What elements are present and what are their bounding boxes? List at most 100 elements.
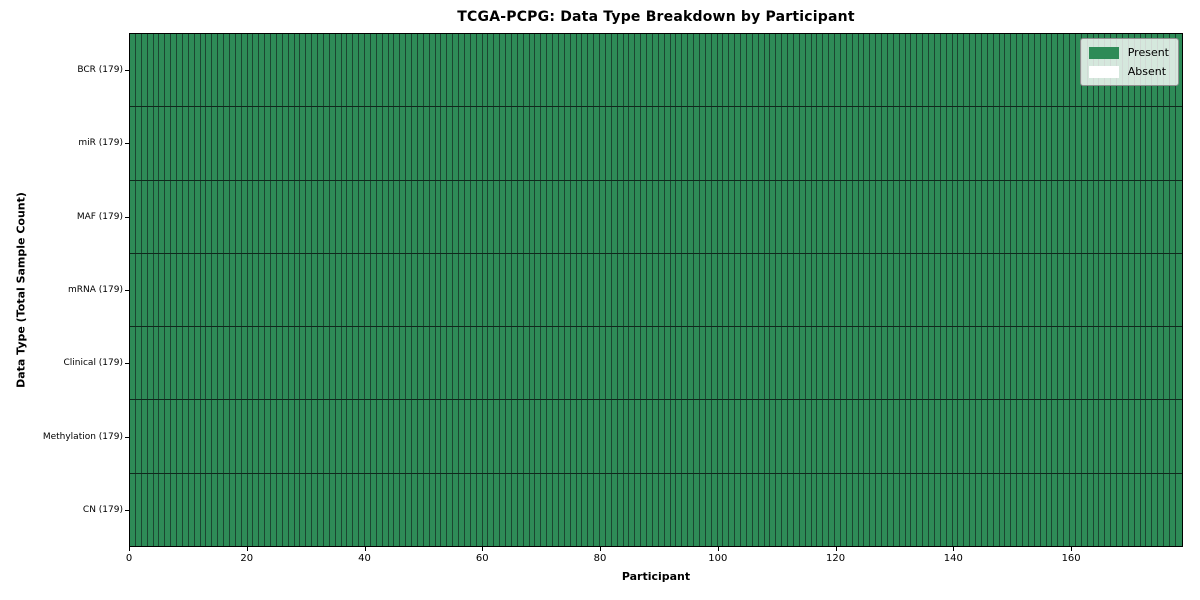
heatmap-cell	[393, 473, 400, 546]
heatmap-cell	[134, 180, 141, 253]
heatmap-cell	[839, 327, 846, 400]
heatmap-cell	[152, 180, 159, 253]
heatmap-cell	[187, 107, 194, 180]
heatmap-cell	[698, 400, 705, 473]
heatmap-cell	[1027, 327, 1034, 400]
heatmap-cell	[1145, 327, 1152, 400]
heatmap-cell	[951, 180, 958, 253]
heatmap-cell	[1074, 327, 1081, 400]
heatmap-cell	[264, 473, 270, 546]
heatmap-cell	[1127, 473, 1134, 546]
heatmap-cell	[963, 473, 970, 546]
heatmap-cell	[405, 34, 411, 107]
heatmap-cell	[405, 473, 411, 546]
chart-title: TCGA-PCPG: Data Type Breakdown by Partic…	[457, 9, 855, 25]
heatmap-cell	[898, 400, 905, 473]
heatmap-cell	[181, 473, 188, 546]
heatmap-cell	[458, 473, 464, 546]
heatmap-cell	[234, 400, 241, 473]
heatmap-cell	[863, 327, 870, 400]
heatmap-cell	[346, 180, 353, 253]
heatmap-cell	[516, 34, 523, 107]
heatmap-cell	[904, 34, 911, 107]
heatmap-cell	[728, 180, 735, 253]
heatmap-cell	[528, 34, 535, 107]
heatmap-cell	[922, 400, 928, 473]
heatmap-cell	[475, 253, 482, 327]
heatmap-cell	[563, 327, 570, 400]
heatmap-cell	[992, 400, 999, 473]
heatmap-cell	[152, 327, 159, 400]
heatmap-cell	[1104, 473, 1111, 546]
heatmap-cell	[1022, 253, 1028, 327]
heatmap-cell	[452, 34, 458, 107]
heatmap-cell	[745, 107, 752, 180]
heatmap-cell	[134, 400, 141, 473]
heatmap-cell	[810, 473, 817, 546]
heatmap-cell	[187, 327, 194, 400]
heatmap-cell	[775, 400, 782, 473]
heatmap-row	[130, 106, 1182, 180]
heatmap-cell	[722, 473, 729, 546]
heatmap-row	[130, 326, 1182, 400]
heatmap-cell	[452, 400, 458, 473]
heatmap-cell	[475, 327, 482, 400]
present-swatch-icon	[1088, 46, 1119, 59]
heatmap-cell	[734, 107, 740, 180]
heatmap-cell	[1157, 327, 1163, 400]
heatmap-cell	[540, 253, 547, 327]
heatmap-cell	[199, 107, 206, 180]
heatmap-cell	[311, 34, 317, 107]
heatmap-cell	[863, 107, 870, 180]
heatmap-cell	[1174, 253, 1181, 327]
heatmap-cell	[164, 473, 171, 546]
heatmap-cell	[1016, 473, 1022, 546]
heatmap-cell	[939, 473, 946, 546]
heatmap-cell	[616, 107, 623, 180]
heatmap-cell	[798, 473, 805, 546]
heatmap-cell	[475, 180, 482, 253]
heatmap-cell	[1121, 253, 1128, 327]
heatmap-cell	[1157, 253, 1163, 327]
heatmap-cell	[1016, 34, 1022, 107]
heatmap-cell	[698, 107, 705, 180]
heatmap-cell	[928, 107, 934, 180]
x-tick-label: 140	[943, 553, 963, 564]
heatmap-cell	[734, 253, 740, 327]
heatmap-cell	[311, 180, 317, 253]
heatmap-cell	[234, 180, 241, 253]
heatmap-cell	[922, 253, 928, 327]
heatmap-cell	[411, 253, 417, 327]
heatmap-cell	[593, 180, 599, 253]
heatmap-cell	[1086, 473, 1093, 546]
heatmap-cell	[1127, 107, 1134, 180]
heatmap-cell	[1116, 327, 1122, 400]
heatmap-cell	[481, 34, 488, 107]
heatmap-cell	[381, 107, 388, 180]
heatmap-cell	[211, 107, 218, 180]
heatmap-cell	[593, 473, 599, 546]
heatmap-cell	[405, 180, 411, 253]
heatmap-cell	[839, 180, 846, 253]
heatmap-cell	[434, 400, 441, 473]
heatmap-cell	[634, 253, 641, 327]
heatmap-cell	[933, 34, 940, 107]
heatmap-cell	[340, 34, 347, 107]
heatmap-cell	[546, 34, 552, 107]
heatmap-cell	[628, 473, 635, 546]
heatmap-cell	[246, 34, 253, 107]
heatmap-cell	[458, 327, 464, 400]
heatmap-cell	[499, 473, 505, 546]
heatmap-cell	[387, 107, 394, 180]
heatmap-cell	[675, 400, 682, 473]
heatmap-cell	[481, 107, 488, 180]
heatmap-cell	[698, 473, 705, 546]
heatmap-cell	[646, 473, 652, 546]
heatmap-cell	[757, 327, 764, 400]
heatmap-cell	[798, 327, 805, 400]
heatmap-cell	[1133, 253, 1140, 327]
heatmap-cell	[493, 180, 500, 253]
heatmap-cell	[728, 327, 735, 400]
heatmap-cell	[792, 473, 799, 546]
heatmap-cell	[563, 400, 570, 473]
